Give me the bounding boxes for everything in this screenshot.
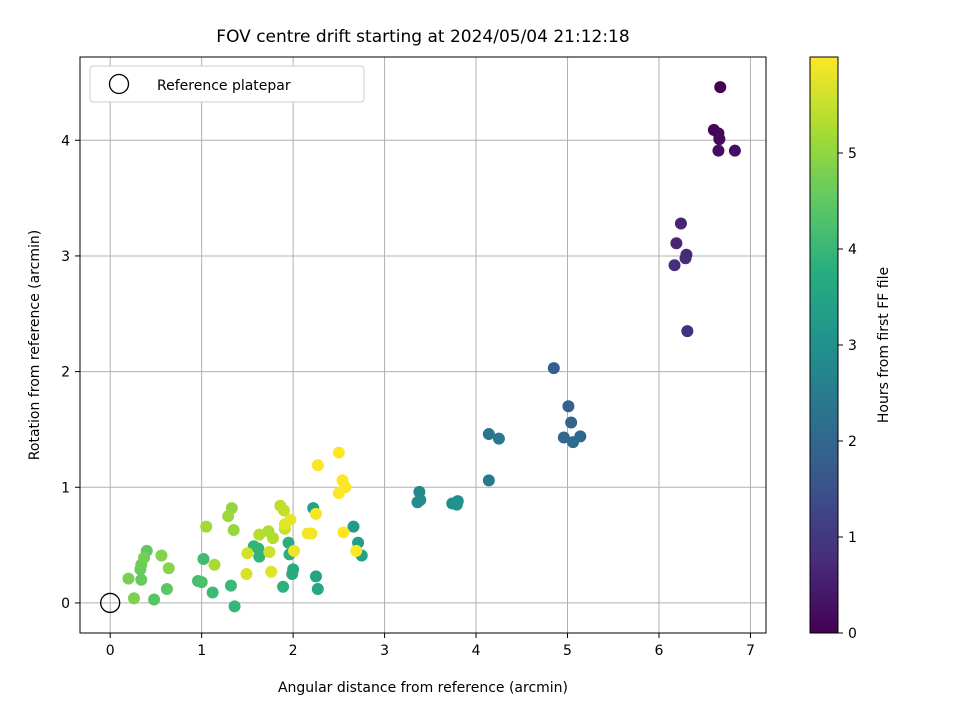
x-tick-label: 3: [380, 643, 389, 659]
data-point: [728, 144, 741, 157]
data-point: [482, 474, 495, 487]
data-point: [122, 572, 135, 585]
y-tick-label: 2: [61, 365, 70, 381]
y-tick-label: 1: [61, 480, 70, 496]
data-point: [482, 428, 495, 441]
data-point: [241, 547, 254, 560]
data-point: [450, 498, 463, 511]
legend-box: [89, 65, 365, 103]
data-point: [337, 526, 350, 539]
data-point: [492, 432, 505, 445]
x-tick-label: 4: [472, 643, 481, 659]
data-points: [122, 81, 741, 613]
x-tick-label: 0: [106, 643, 115, 659]
reference-platepar-marker: [100, 592, 121, 614]
data-point: [311, 583, 324, 596]
data-point: [681, 325, 694, 338]
y-tick-label: 3: [61, 249, 70, 265]
colorbar: 0 1 2 3 4 5 Hours from first FF file: [809, 56, 892, 642]
data-point: [206, 586, 219, 599]
y-axis-label: Rotation from reference (arcmin): [27, 230, 43, 460]
colorbar-tick-label: 3: [848, 338, 857, 354]
data-point: [200, 520, 213, 533]
colorbar-tick-label: 4: [848, 242, 857, 258]
data-point: [567, 436, 580, 449]
data-point: [309, 570, 322, 583]
data-point: [266, 532, 279, 545]
data-point: [127, 592, 140, 605]
data-point: [135, 573, 148, 586]
data-point: [311, 459, 324, 472]
data-point: [565, 416, 578, 429]
data-point: [714, 81, 727, 94]
colorbar-tick-label: 5: [848, 146, 857, 162]
data-point: [288, 544, 301, 557]
data-point: [138, 551, 151, 564]
x-tick-label: 7: [746, 643, 755, 659]
x-tick-label: 1: [197, 643, 206, 659]
data-point: [411, 496, 424, 509]
colorbar-label: Hours from first FF file: [876, 267, 892, 423]
colorbar-tick-label: 0: [848, 626, 857, 642]
data-point: [197, 552, 210, 565]
x-axis-ticks: 0 1 2 3 4 5 6 7: [106, 633, 755, 659]
data-point: [277, 504, 290, 517]
data-point: [350, 544, 363, 557]
data-point: [309, 507, 322, 520]
data-point: [674, 217, 687, 230]
data-point: [160, 583, 173, 596]
data-point: [148, 593, 161, 606]
legend-entry-reference: Reference platepar: [157, 78, 291, 94]
data-point: [668, 259, 681, 272]
data-point: [222, 510, 235, 523]
chart-title: FOV centre drift starting at 2024/05/04 …: [216, 27, 629, 47]
colorbar-tick-label: 1: [848, 530, 857, 546]
legend-marker-icon: [108, 73, 130, 95]
data-point: [240, 568, 253, 581]
data-point: [263, 546, 276, 559]
grid: [80, 57, 766, 633]
data-point: [713, 133, 726, 146]
data-point: [332, 487, 345, 500]
data-point: [712, 144, 725, 157]
data-point: [347, 520, 360, 533]
data-point: [284, 513, 297, 526]
data-point: [679, 252, 692, 265]
data-point: [277, 580, 290, 593]
data-point: [332, 446, 345, 459]
data-point: [557, 431, 570, 444]
data-point: [670, 237, 683, 250]
legend: Reference platepar: [89, 65, 365, 103]
colorbar-ticks: 0 1 2 3 4 5: [838, 146, 857, 642]
y-axis-ticks: 0 1 2 3 4: [61, 133, 80, 612]
x-tick-label: 6: [655, 643, 664, 659]
data-point: [562, 400, 575, 413]
data-point: [253, 550, 266, 563]
data-point: [305, 527, 318, 540]
data-point: [208, 558, 221, 571]
data-point: [224, 579, 237, 592]
data-point: [547, 362, 560, 375]
x-tick-label: 2: [289, 643, 298, 659]
colorbar-tick-label: 2: [848, 434, 857, 450]
x-axis-label: Angular distance from reference (arcmin): [278, 680, 568, 696]
y-tick-label: 4: [61, 133, 70, 149]
data-point: [228, 600, 241, 613]
data-point: [155, 549, 168, 562]
data-point: [162, 562, 175, 575]
colorbar-gradient: [809, 56, 839, 634]
plot-frame: [79, 56, 767, 634]
data-point: [253, 528, 266, 541]
data-point: [286, 568, 299, 581]
data-point: [227, 524, 240, 537]
reference-marker-group: [100, 592, 121, 614]
data-point: [195, 576, 208, 589]
y-tick-label: 0: [61, 596, 70, 612]
data-point: [265, 565, 278, 578]
x-tick-label: 5: [563, 643, 572, 659]
